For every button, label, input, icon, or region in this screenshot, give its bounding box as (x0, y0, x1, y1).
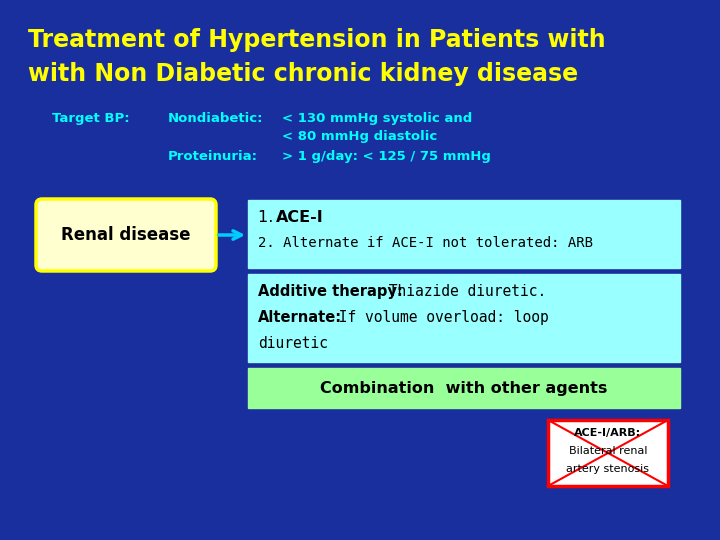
Text: Additive therapy:: Additive therapy: (258, 284, 402, 299)
FancyBboxPatch shape (36, 199, 216, 271)
Text: < 130 mmHg systolic and: < 130 mmHg systolic and (282, 112, 472, 125)
FancyBboxPatch shape (248, 368, 680, 408)
Text: < 80 mmHg diastolic: < 80 mmHg diastolic (282, 130, 437, 143)
Text: Proteinuria:: Proteinuria: (168, 150, 258, 163)
Text: Nondiabetic:: Nondiabetic: (168, 112, 264, 125)
Text: > 1 g/day: < 125 / 75 mmHg: > 1 g/day: < 125 / 75 mmHg (282, 150, 491, 163)
FancyBboxPatch shape (548, 420, 668, 486)
Text: diuretic: diuretic (258, 336, 328, 351)
Text: Target BP:: Target BP: (52, 112, 130, 125)
FancyBboxPatch shape (248, 200, 680, 268)
Text: 2. Alternate if ACE-I not tolerated: ARB: 2. Alternate if ACE-I not tolerated: ARB (258, 236, 593, 250)
Text: Renal disease: Renal disease (61, 226, 191, 244)
Text: Alternate:: Alternate: (258, 310, 342, 325)
Text: Combination  with other agents: Combination with other agents (320, 381, 608, 395)
Text: ACE-I: ACE-I (276, 210, 324, 225)
Text: If volume overload: loop: If volume overload: loop (330, 310, 549, 325)
Text: 1.: 1. (258, 210, 279, 225)
Text: with Non Diabetic chronic kidney disease: with Non Diabetic chronic kidney disease (28, 62, 578, 86)
Text: Thiazide diuretic.: Thiazide diuretic. (380, 284, 546, 299)
FancyBboxPatch shape (248, 274, 680, 362)
Text: artery stenosis: artery stenosis (567, 464, 649, 474)
Text: Bilateral renal: Bilateral renal (569, 446, 647, 456)
Text: Treatment of Hypertension in Patients with: Treatment of Hypertension in Patients wi… (28, 28, 606, 52)
Text: ACE-I/ARB:: ACE-I/ARB: (575, 428, 642, 438)
